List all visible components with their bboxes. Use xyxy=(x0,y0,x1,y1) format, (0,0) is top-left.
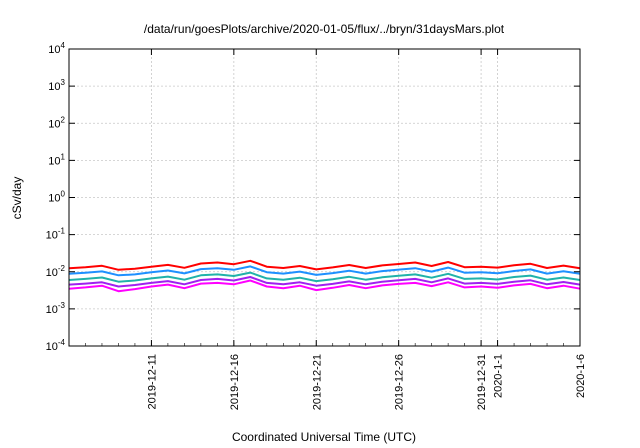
y-tick-label: 10-1 xyxy=(46,227,66,242)
x-tick-label: 2020-1-1 xyxy=(493,354,505,398)
y-tick-label: 101 xyxy=(48,152,65,167)
y-tick-label: 10-2 xyxy=(46,264,66,279)
x-tick-label: 2019-12-31 xyxy=(476,354,488,410)
x-tick-label: 2019-12-21 xyxy=(311,354,323,410)
series-layer xyxy=(68,259,581,293)
y-axis: 10-4 10-3 10-2 10-1 100 101 102 103 104 xyxy=(46,41,580,353)
x-axis-label: Coordinated Universal Time (UTC) xyxy=(232,430,416,444)
series-line xyxy=(68,271,581,283)
series-line xyxy=(68,279,581,293)
grid xyxy=(69,48,580,347)
series-line xyxy=(68,276,581,288)
chart-title: /data/run/goesPlots/archive/2020-01-05/f… xyxy=(144,22,505,36)
y-tick-label: 103 xyxy=(48,78,65,93)
series-line xyxy=(68,259,581,271)
x-tick-label: 2019-12-16 xyxy=(229,354,241,410)
x-tick-label: 2019-12-11 xyxy=(146,354,158,409)
y-axis-label: cSv/day xyxy=(10,177,24,220)
y-tick-label: 10-3 xyxy=(46,301,66,316)
x-axis: 2019-12-11 2019-12-16 2019-12-21 2019-12-26… xyxy=(85,49,587,410)
y-tick-label: 10-4 xyxy=(46,338,66,353)
y-tick-label: 102 xyxy=(48,115,65,130)
y-tick-label: 100 xyxy=(48,190,65,205)
y-tick-label: 104 xyxy=(48,41,65,56)
series-line xyxy=(68,265,581,277)
x-tick-label: 2019-12-26 xyxy=(394,354,406,410)
x-tick-label: 2020-1-6 xyxy=(575,354,587,398)
